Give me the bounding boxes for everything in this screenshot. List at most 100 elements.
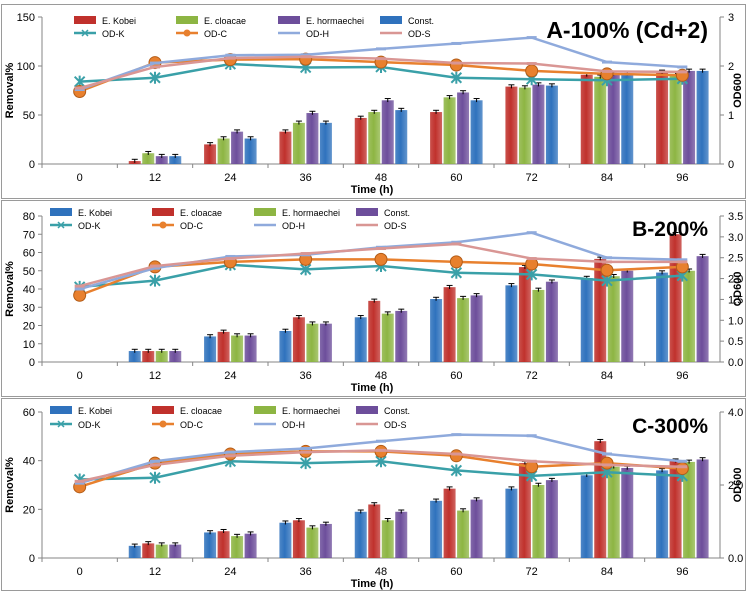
legend-marker (159, 221, 167, 229)
legend-label: E. cloacae (180, 208, 222, 218)
legend-swatch (380, 16, 402, 24)
bar (231, 131, 244, 164)
bar (621, 270, 634, 362)
bar (505, 86, 518, 164)
bar (306, 113, 319, 164)
bar (204, 336, 217, 362)
legend-marker (57, 221, 65, 229)
legend-label: OD-K (102, 29, 125, 39)
legend-label: OD-C (180, 221, 203, 231)
bar (354, 317, 367, 362)
bar (518, 87, 531, 164)
legend-label: E. Kobei (78, 406, 112, 416)
bar (204, 144, 217, 164)
y2-tick-label: 1 (728, 110, 734, 122)
bar (505, 285, 518, 362)
x-tick-label: 0 (77, 172, 83, 184)
legend-marker (57, 420, 65, 428)
legend-swatch (50, 406, 72, 414)
x-tick-label: 72 (526, 370, 538, 382)
x-tick-label: 96 (676, 370, 688, 382)
y2-axis-label: OD600 (732, 272, 744, 307)
bar (696, 70, 709, 164)
bar-series-const- (169, 457, 709, 558)
bar (470, 295, 483, 362)
x-axis-label: Time (h) (351, 578, 394, 590)
chart-panel-3: 0 20 40 60 0.0 2.0 4.0 0 12 24 36 48 60 72 84 96 Removal… (1, 398, 746, 591)
y-tick-label: 0 (29, 553, 35, 565)
line-series-od-s (74, 448, 688, 483)
bar (683, 270, 696, 362)
bar (217, 331, 230, 362)
point-marker (149, 71, 161, 84)
point-marker (600, 67, 614, 81)
legend: E. Kobei E. cloacae E. hormaechei Const. OD-… (50, 208, 410, 231)
point-marker (525, 64, 539, 78)
bar-series-e-kobei (128, 468, 669, 558)
y-tick-label: 60 (23, 248, 35, 260)
bar (470, 100, 483, 164)
legend-swatch (254, 406, 276, 414)
bar (169, 544, 182, 558)
point-marker (600, 263, 614, 277)
bar (279, 522, 292, 558)
y2-tick-label: 1.5 (728, 294, 743, 306)
y-axis-label: Removal% (4, 457, 16, 513)
legend-swatch (176, 16, 198, 24)
bar (217, 138, 230, 164)
y-tick-label: 100 (17, 61, 35, 73)
bar (430, 112, 443, 164)
line-series-od-k (73, 455, 689, 486)
bar (381, 520, 394, 558)
bar (244, 335, 257, 362)
bar-series-const- (169, 253, 709, 362)
bar (244, 138, 257, 164)
y2-axis-label: OD600 (732, 468, 744, 503)
legend: E. Kobei E. cloacae E. hormaechei Const. OD-… (50, 406, 410, 430)
bar (279, 330, 292, 362)
bar (457, 298, 470, 362)
bar (607, 276, 620, 362)
bar (306, 323, 319, 362)
y2-tick-label: 3.0 (728, 232, 743, 244)
point-marker (449, 255, 463, 269)
legend-label: OD-C (180, 420, 203, 430)
x-tick-label: 36 (300, 172, 312, 184)
y2-axis-label: OD600 (732, 73, 744, 108)
bar (545, 480, 558, 558)
bar (354, 511, 367, 558)
bar (204, 532, 217, 558)
x-tick-label: 96 (676, 172, 688, 184)
point-marker (450, 71, 463, 84)
bar (142, 351, 155, 362)
legend-label: E. Kobei (78, 208, 112, 218)
bar (696, 256, 709, 362)
legend-label: OD-S (384, 221, 407, 231)
y2-tick-label: 4.0 (728, 407, 743, 419)
y-tick-label: 60 (23, 407, 35, 419)
legend-swatch (356, 406, 378, 414)
legend-label: OD-K (78, 420, 101, 430)
legend-label: E. Kobei (102, 16, 136, 26)
bar (532, 84, 545, 164)
bar (319, 323, 332, 362)
bar (594, 76, 607, 164)
bar (505, 488, 518, 558)
x-tick-label: 60 (450, 172, 462, 184)
y-tick-label: 30 (23, 302, 35, 314)
legend-label: Const. (384, 406, 410, 416)
legend-label: OD-S (384, 420, 407, 430)
bar (292, 317, 305, 362)
point-marker (149, 471, 161, 484)
legend-swatch (50, 208, 72, 216)
bar (155, 156, 168, 164)
bar (594, 441, 607, 558)
x-tick-label: 48 (375, 172, 387, 184)
bar (457, 510, 470, 558)
bar (368, 300, 381, 362)
y2-tick-label: 3 (728, 12, 734, 24)
bar (395, 310, 408, 362)
bar (669, 460, 682, 558)
point-marker (450, 266, 463, 279)
